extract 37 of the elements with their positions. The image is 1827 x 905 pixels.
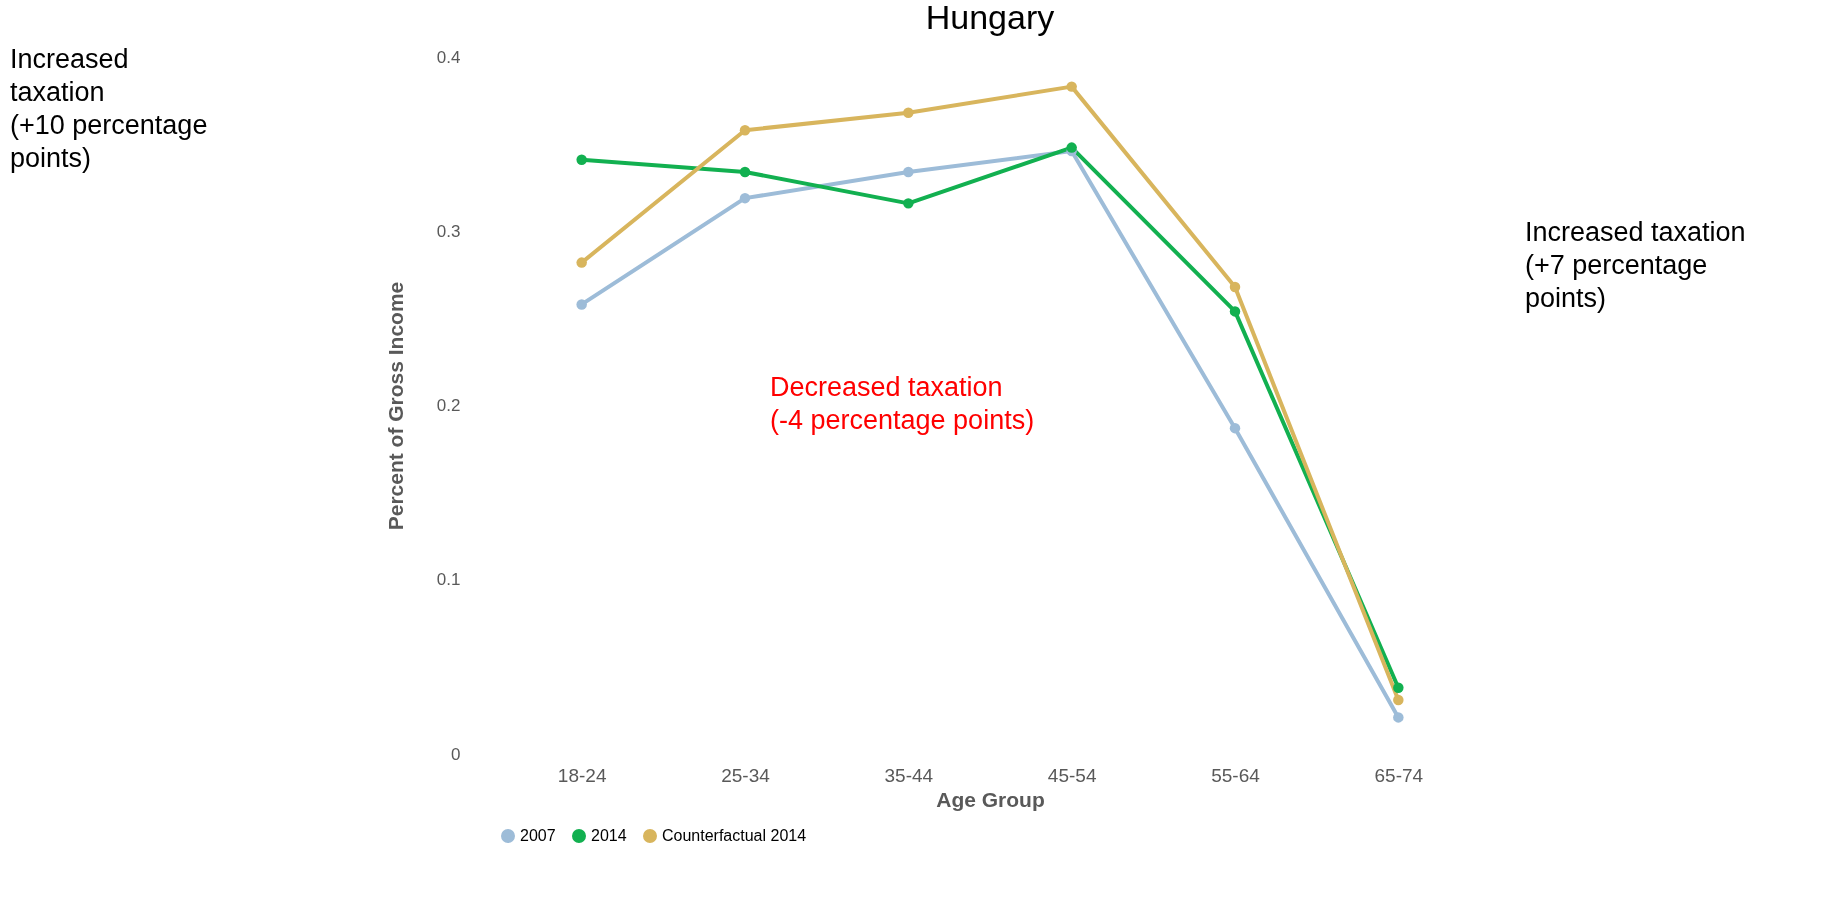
x-tick-label: 55-64 [1211, 764, 1261, 786]
x-tick-label: 65-74 [1374, 764, 1424, 786]
y-tick-label: 0.1 [436, 570, 461, 590]
point [903, 198, 914, 209]
point [1066, 142, 1077, 153]
y-axis-title: Percent of Gross Income [383, 281, 407, 531]
y-tick-label: 0.2 [436, 396, 461, 415]
point [576, 257, 587, 268]
x-tick-label: 25-34 [721, 764, 771, 786]
y-tick-label: 0 [451, 744, 461, 764]
point [903, 107, 914, 118]
point [1229, 306, 1241, 317]
y-tick-label: 0.3 [436, 221, 461, 241]
text: Increased taxation (+7 percentage points) [1525, 217, 1746, 313]
text: Increased taxation (+10 percentage points) [10, 44, 208, 173]
x-tick-label: 18-24 [557, 764, 607, 786]
point [739, 166, 751, 178]
point [576, 299, 587, 310]
annotation: Decreased taxation (-4 percentage points) [770, 372, 1035, 435]
point [1229, 281, 1241, 293]
legend-label: 2007 [520, 827, 556, 844]
x-tick-label: 35-44 [884, 764, 934, 786]
point [1393, 682, 1404, 694]
legend-label: 2014 [591, 827, 627, 844]
point [739, 124, 751, 136]
legend-label: Counterfactual 2014 [662, 827, 807, 844]
point [1229, 422, 1241, 434]
point [1066, 81, 1077, 92]
point [739, 192, 751, 204]
y-tick-label: 0.4 [436, 47, 461, 67]
point [1393, 712, 1404, 723]
point [903, 166, 914, 178]
point [1393, 694, 1404, 706]
x-tick-label: 45-54 [1047, 764, 1097, 786]
point [576, 154, 587, 166]
chart-title: Hungary [925, 0, 1055, 36]
x-axis-title: Age Group [936, 787, 1045, 811]
